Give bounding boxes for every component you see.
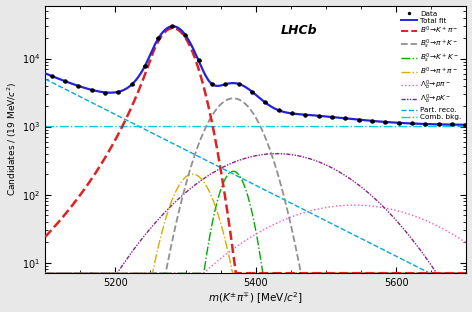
Legend: Data, Total fit, $B^0 \!\to\! K^+\pi^-$, $B_s^0 \!\to\! \pi^+K^-$, $B_s^0 \!\to\: Data, Total fit, $B^0 \!\to\! K^+\pi^-$,… — [398, 8, 464, 123]
Text: LHCb: LHCb — [281, 24, 318, 37]
X-axis label: $m(K^{\pm}\pi^{\mp})$ [MeV/$c^2$]: $m(K^{\pm}\pi^{\mp})$ [MeV/$c^2$] — [208, 291, 303, 306]
Y-axis label: Candidates / (19 MeV/$c^{2}$): Candidates / (19 MeV/$c^{2}$) — [6, 82, 19, 197]
